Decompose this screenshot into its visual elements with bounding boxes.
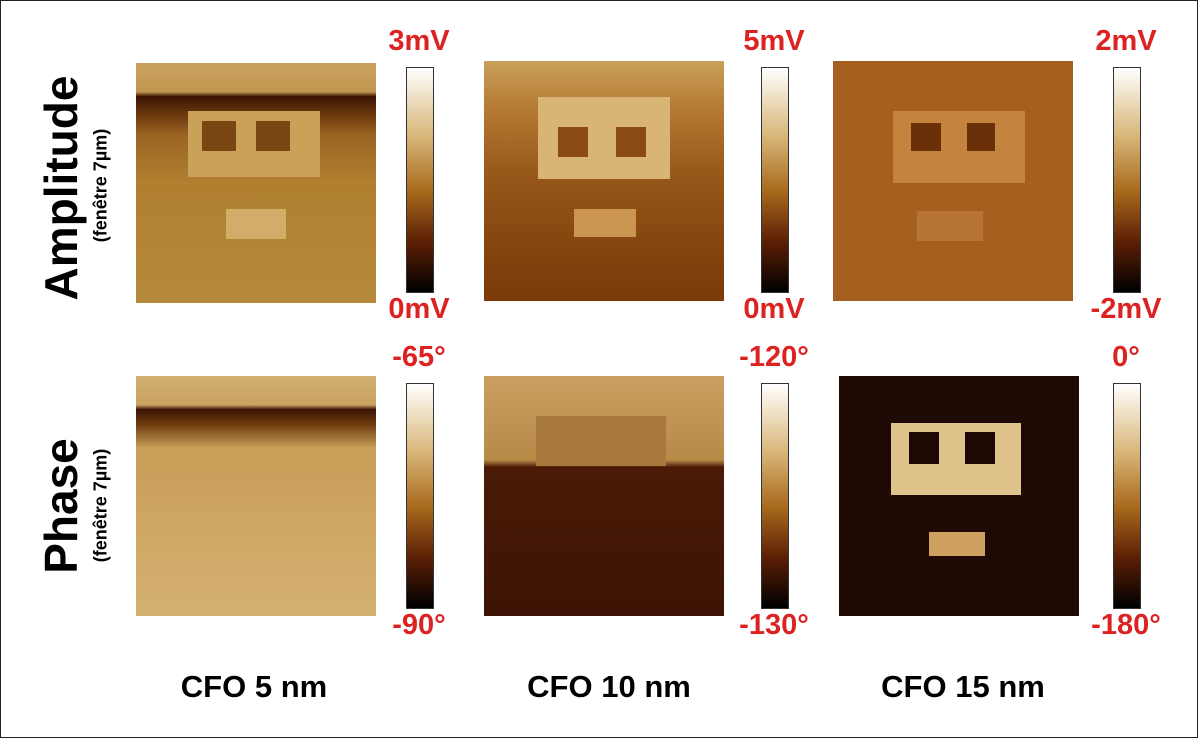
amplitude-image bbox=[136, 63, 376, 303]
colorbar-min: -130° bbox=[739, 609, 809, 641]
colorbar bbox=[406, 67, 434, 293]
colorbar-min: 0mV bbox=[743, 293, 805, 325]
colorbar-max: 2mV bbox=[1095, 25, 1157, 57]
column-label: CFO 15 nm bbox=[881, 669, 1045, 704]
column-label: CFO 10 nm bbox=[527, 669, 691, 704]
colorbar-min: -90° bbox=[392, 609, 446, 641]
colorbar-max: -120° bbox=[739, 341, 809, 373]
colorbar-max: 0° bbox=[1112, 341, 1140, 373]
colorbar bbox=[1113, 67, 1141, 293]
row-label: Phase bbox=[35, 438, 87, 574]
row-sublabel: (fenêtre 7µm) bbox=[90, 448, 111, 563]
phase-image bbox=[484, 376, 724, 616]
colorbar-max: 3mV bbox=[388, 25, 450, 57]
row-sublabel: (fenêtre 7µm) bbox=[90, 128, 111, 243]
colorbar-min: 0mV bbox=[388, 293, 450, 325]
phase-image bbox=[839, 376, 1079, 616]
phase-image bbox=[136, 376, 376, 616]
colorbar bbox=[1113, 383, 1141, 609]
colorbar bbox=[761, 67, 789, 293]
colorbar-min: -180° bbox=[1091, 609, 1161, 641]
colorbar bbox=[761, 383, 789, 609]
colorbar-max: -65° bbox=[392, 341, 446, 373]
colorbar-max: 5mV bbox=[743, 25, 805, 57]
amplitude-image bbox=[833, 61, 1073, 301]
colorbar bbox=[406, 383, 434, 609]
row-label: Amplitude bbox=[35, 75, 87, 301]
colorbar-min: -2mV bbox=[1090, 293, 1162, 325]
amplitude-image bbox=[484, 61, 724, 301]
column-label: CFO 5 nm bbox=[180, 669, 328, 704]
